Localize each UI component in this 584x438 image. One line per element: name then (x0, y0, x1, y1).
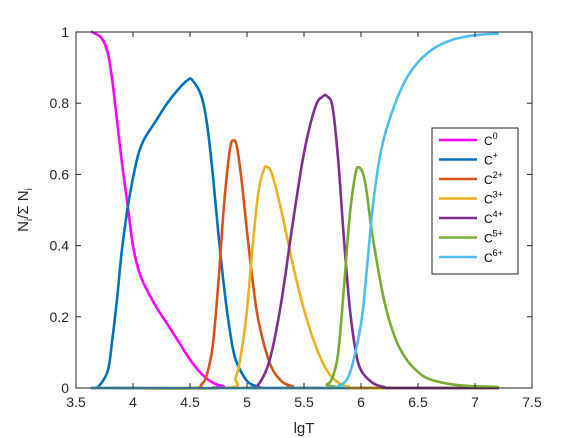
x-tick-label: 5 (243, 394, 251, 410)
series-line-cplus (90, 77, 500, 390)
legend-box (431, 127, 519, 275)
legend-label: C5+ (484, 229, 503, 246)
legend-label: C+ (484, 151, 498, 168)
series-line-c0 (90, 30, 500, 390)
y-axis-label: Ni/Σ Ni (15, 188, 35, 232)
x-tick-label: 7.5 (522, 394, 542, 410)
x-tick-label: 7 (471, 394, 479, 410)
legend-label: C6+ (484, 248, 503, 265)
y-tick-label: 0 (61, 380, 69, 396)
x-tick-label: 6 (357, 394, 365, 410)
x-tick-label: 5.5 (294, 394, 314, 410)
y-tick-label: 1 (61, 24, 69, 40)
y-tick-label: 0.4 (50, 238, 70, 254)
x-tick-label: 4 (129, 394, 137, 410)
legend-label: C3+ (484, 190, 503, 207)
y-tick-label: 0.8 (50, 95, 70, 111)
tick-labels: 3.5 4 4.5 5 5.5 6 6.5 7 7.5 0 0.2 0.4 0.6 0.8 1 (50, 24, 542, 410)
x-axis-label: lgT (294, 420, 315, 437)
series-line-c6plus (90, 32, 500, 390)
legend: C0 C+ C2+ C3+ C4+ C5+ C6+ (431, 127, 519, 275)
x-tick-label: 3.5 (66, 394, 86, 410)
y-tick-label: 0.2 (50, 309, 70, 325)
series-line-c5plus (90, 165, 500, 390)
x-tick-label: 4.5 (180, 394, 200, 410)
legend-label: C2+ (484, 170, 503, 187)
x-tick-label: 6.5 (408, 394, 428, 410)
legend-label: C4+ (484, 209, 503, 226)
legend-label: C0 (484, 131, 498, 148)
y-tick-label: 0.6 (50, 166, 70, 182)
ticks (75, 31, 533, 389)
series-line-c4plus (90, 93, 500, 390)
plot-lines (90, 30, 500, 391)
series-line-c2plus (90, 139, 500, 390)
